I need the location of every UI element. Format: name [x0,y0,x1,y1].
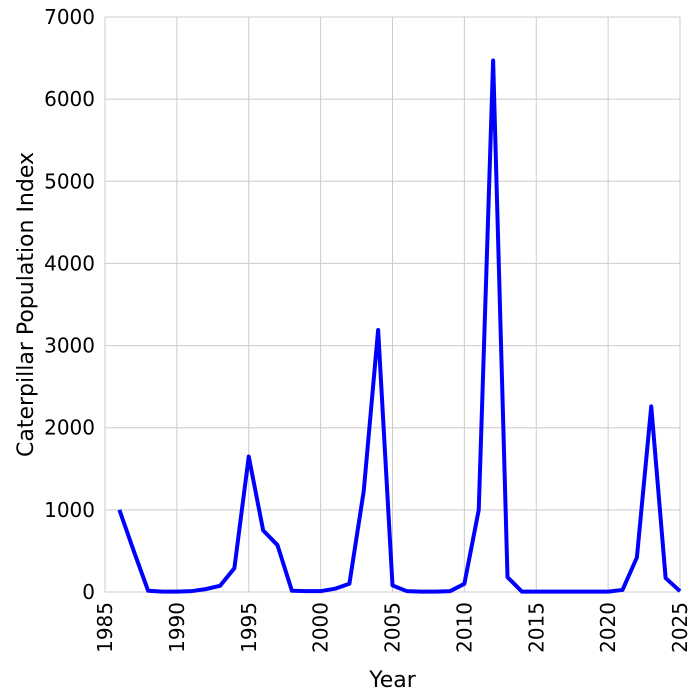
x-tick-label: 2015 [524,602,548,653]
grid-layer [104,16,681,593]
y-axis-title: Caterpillar Population Index [14,152,39,457]
x-tick-label: 2010 [452,602,476,653]
y-tick-label: 6000 [44,87,95,111]
x-tick-label: 2005 [381,602,405,653]
y-tick-label: 0 [82,580,95,604]
x-tick-label: 2020 [596,602,620,653]
y-tick-label: 2000 [44,416,95,440]
y-tick-label: 5000 [44,169,95,193]
population-series-line [117,58,682,594]
y-tick-labels: 0 1000 2000 3000 4000 5000 6000 7000 [44,5,95,604]
y-tick-label: 7000 [44,5,95,29]
y-tick-label: 1000 [44,498,95,522]
x-tick-label: 1995 [237,602,261,653]
x-tick-label: 2025 [668,602,692,653]
x-tick-labels: 1985 1990 1995 2000 2005 2010 2015 2020 2025 [93,602,692,653]
x-tick-label: 1990 [165,602,189,653]
x-tick-label: 1985 [93,602,117,653]
y-tick-label: 4000 [44,251,95,275]
x-tick-label: 2000 [309,602,333,653]
x-axis-title: Year [368,668,417,693]
y-tick-label: 3000 [44,334,95,358]
